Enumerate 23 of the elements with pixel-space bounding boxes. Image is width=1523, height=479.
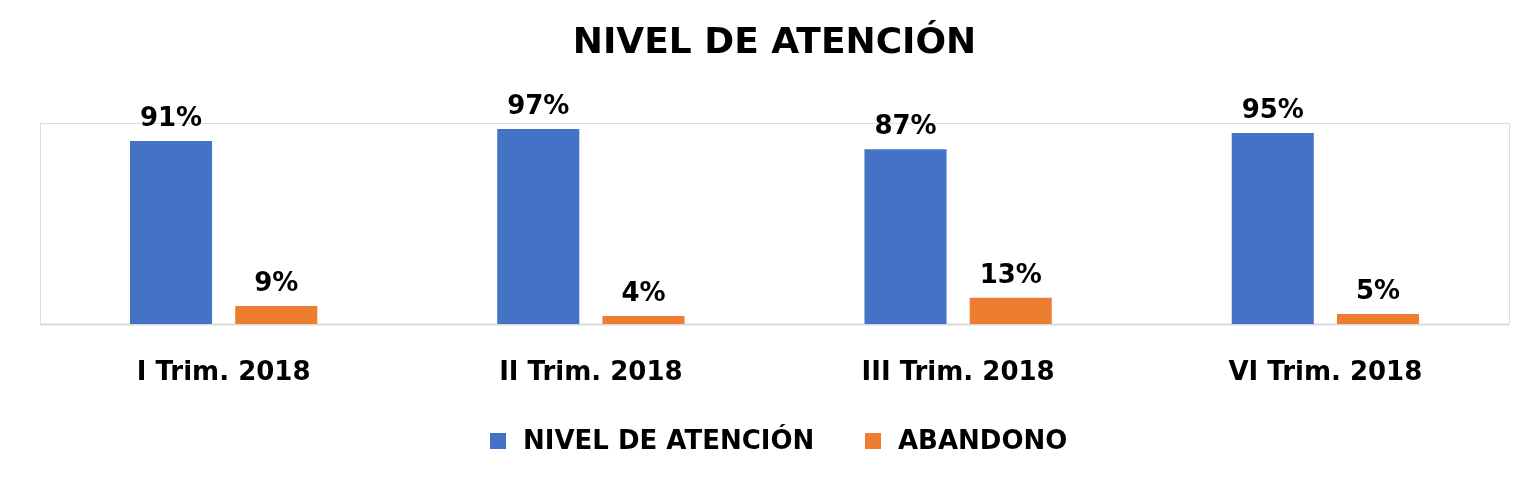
data-label: 97% [507,90,570,121]
bar [1231,133,1314,324]
bar [497,129,580,324]
bar [969,297,1052,324]
x-tick-label: VI Trim. 2018 [1228,355,1423,386]
data-label: 13% [979,258,1042,289]
data-label: 4% [621,276,666,307]
x-tick-label: III Trim. 2018 [861,355,1055,386]
legend-label: NIVEL DE ATENCIÓN [523,424,815,455]
chart-title: NIVEL DE ATENCIÓN [572,20,977,62]
x-tick-label: I Trim. 2018 [136,355,311,386]
data-label: 87% [874,110,937,141]
bar [864,149,947,324]
bar [602,315,685,324]
x-tick-label: II Trim. 2018 [499,355,683,386]
legend-label: ABANDONO [898,425,1068,455]
bar [235,305,318,324]
bar [129,141,213,324]
data-label: 5% [1355,274,1401,305]
data-label: 91% [139,102,203,133]
data-label: 9% [254,266,299,297]
bar [1336,313,1420,324]
data-label: 95% [1241,94,1304,125]
